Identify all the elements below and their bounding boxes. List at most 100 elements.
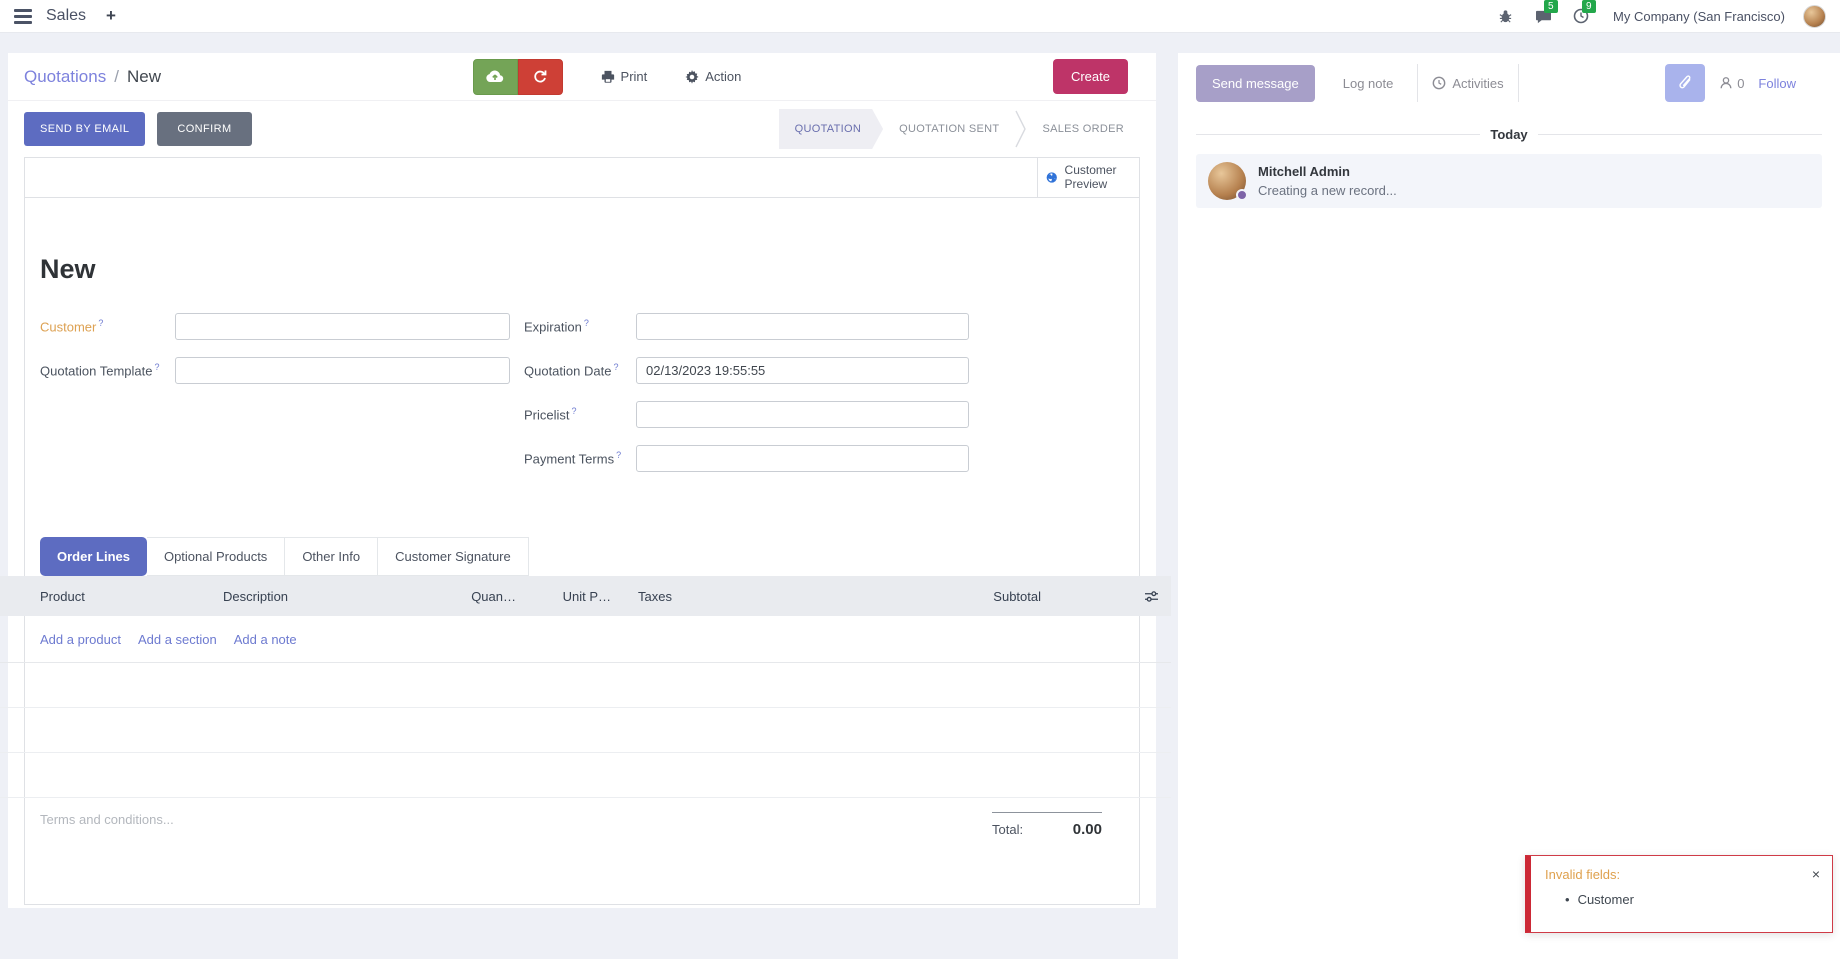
user-avatar[interactable] [1803, 4, 1826, 28]
message-avatar [1208, 162, 1248, 201]
step-quotation-sent[interactable]: QUOTATION SENT [899, 123, 1000, 135]
pricelist-help-icon[interactable]: ? [571, 406, 577, 417]
new-tab-button[interactable]: + [106, 6, 116, 25]
total-label: Total: [992, 822, 1024, 837]
activities-clock-icon[interactable]: 9 [1571, 0, 1596, 26]
terms-field[interactable]: Terms and conditions... [40, 812, 174, 827]
customer-preview-label: Customer Preview [1064, 162, 1117, 191]
statusbar-steps: QUOTATION QUOTATION SENT SALES ORDER [779, 109, 1140, 149]
expiration-help-icon[interactable]: ? [583, 318, 589, 329]
online-status-dot [1236, 189, 1248, 201]
breadcrumb-separator: / [114, 66, 119, 86]
invalid-fields-notification: Invalid fields: × Customer [1525, 855, 1833, 933]
follower-person-icon [1720, 77, 1732, 89]
create-button[interactable]: Create [1052, 59, 1128, 94]
globe-icon [1046, 172, 1057, 183]
attach-files-button[interactable] [1665, 64, 1706, 102]
tab-customer-signature[interactable]: Customer Signature [378, 537, 529, 576]
date-divider-label: Today [1490, 127, 1528, 142]
expiration-label: Expiration? [524, 318, 589, 335]
expiration-field[interactable] [636, 313, 969, 340]
action-menu[interactable]: Action [685, 69, 741, 84]
status-row: SEND BY EMAIL CONFIRM QUOTATION QUOTATIO… [8, 101, 1156, 157]
quotation-date-field[interactable] [636, 357, 969, 384]
messages-icon[interactable]: 5 [1533, 0, 1558, 26]
quotation-template-field[interactable] [175, 357, 510, 384]
col-taxes[interactable]: Taxes [638, 588, 672, 604]
print-menu[interactable]: Print [601, 69, 648, 84]
customer-help-icon[interactable]: ? [98, 318, 104, 329]
send-by-email-button[interactable]: SEND BY EMAIL [24, 112, 146, 146]
col-unit-price[interactable]: Unit P… [562, 588, 611, 604]
add-a-product-link[interactable]: Add a product [40, 631, 121, 647]
paperclip-icon [1679, 74, 1691, 88]
form-sheet: Customer Preview New Customer? Quotation… [0, 157, 1171, 905]
quotation-template-help-icon[interactable]: ? [154, 362, 160, 373]
followers-count: 0 [1737, 75, 1745, 91]
activities-button[interactable]: Activities [1432, 75, 1504, 91]
followers-button[interactable]: 0 [1719, 76, 1744, 91]
confirm-button[interactable]: CONFIRM [157, 112, 252, 146]
sheet-footer: Terms and conditions... Total: 0.00 [25, 798, 1139, 904]
col-subtotal[interactable]: Subtotal [993, 588, 1041, 604]
activities-label: Activities [1452, 75, 1504, 91]
quotation-date-help-icon[interactable]: ? [613, 362, 619, 373]
activity-clock-icon [1432, 76, 1446, 90]
control-panel: Quotations / New Print Action Create [8, 53, 1156, 101]
tab-order-lines[interactable]: Order Lines [40, 537, 147, 576]
step-quotation[interactable]: QUOTATION [779, 109, 883, 149]
order-lines-table: Product Description Quan… Unit P… Taxes … [0, 576, 1171, 798]
payment-terms-help-icon[interactable]: ? [616, 450, 622, 461]
optional-columns-icon[interactable] [1144, 590, 1171, 603]
print-label: Print [620, 69, 648, 84]
record-title: New [40, 254, 96, 284]
ribbon-strip: Customer Preview [25, 158, 1139, 198]
debug-bug-icon[interactable] [1495, 6, 1515, 26]
date-divider: Today [1196, 127, 1823, 142]
customer-label: Customer? [40, 318, 104, 335]
breadcrumb-current: New [126, 66, 161, 86]
quotation-template-label: Quotation Template? [40, 362, 160, 379]
quotation-date-label: Quotation Date? [524, 362, 619, 379]
send-message-button[interactable]: Send message [1196, 64, 1315, 102]
payment-terms-label: Payment Terms? [524, 450, 622, 467]
order-lines-header: Product Description Quan… Unit P… Taxes … [0, 576, 1171, 616]
discard-changes-button[interactable] [517, 58, 563, 95]
log-note-button[interactable]: Log note [1333, 65, 1404, 102]
message-author[interactable]: Mitchell Admin [1258, 164, 1350, 179]
company-switcher[interactable]: My Company (San Francisco) [1613, 8, 1785, 24]
toolbar-divider [1517, 64, 1519, 102]
app-name[interactable]: Sales [46, 7, 87, 24]
apps-menu-icon[interactable] [14, 8, 32, 24]
customer-field[interactable] [175, 313, 510, 340]
field-grid: Customer? Quotation Template? Expiration… [40, 313, 1124, 489]
step-chevron-icon [1015, 110, 1027, 148]
pricelist-label: Pricelist? [524, 406, 577, 423]
follow-button[interactable]: Follow [1758, 75, 1796, 91]
payment-terms-field[interactable] [636, 445, 969, 472]
chatter-toolbar: Send message Log note Activities 0 Follo… [1196, 63, 1822, 103]
tab-other-info[interactable]: Other Info [285, 537, 379, 576]
action-label: Action [705, 69, 742, 84]
top-navbar: Sales + 5 9 My Company (San Francisco) [0, 0, 1840, 33]
table-row [0, 708, 1171, 753]
pricelist-field[interactable] [636, 401, 969, 428]
add-a-section-link[interactable]: Add a section [137, 631, 217, 647]
messages-badge: 5 [1544, 0, 1558, 13]
totals-block: Total: 0.00 [992, 812, 1102, 904]
customer-preview-button[interactable]: Customer Preview [1037, 158, 1139, 197]
step-sales-order[interactable]: SALES ORDER [1042, 123, 1124, 135]
close-icon[interactable]: × [1811, 866, 1820, 882]
table-row [0, 753, 1171, 798]
add-a-note-link[interactable]: Add a note [233, 631, 297, 647]
col-product[interactable]: Product [40, 588, 85, 604]
save-discard-group [472, 58, 563, 95]
breadcrumb-quotations-link[interactable]: Quotations [24, 66, 107, 86]
col-description[interactable]: Description [223, 588, 289, 604]
save-record-button[interactable] [472, 58, 518, 95]
total-value: 0.00 [1072, 821, 1102, 838]
tab-optional-products[interactable]: Optional Products [146, 537, 286, 576]
col-quantity[interactable]: Quan… [471, 588, 516, 604]
chatter-message[interactable]: Mitchell Admin Creating a new record... [1196, 154, 1822, 208]
